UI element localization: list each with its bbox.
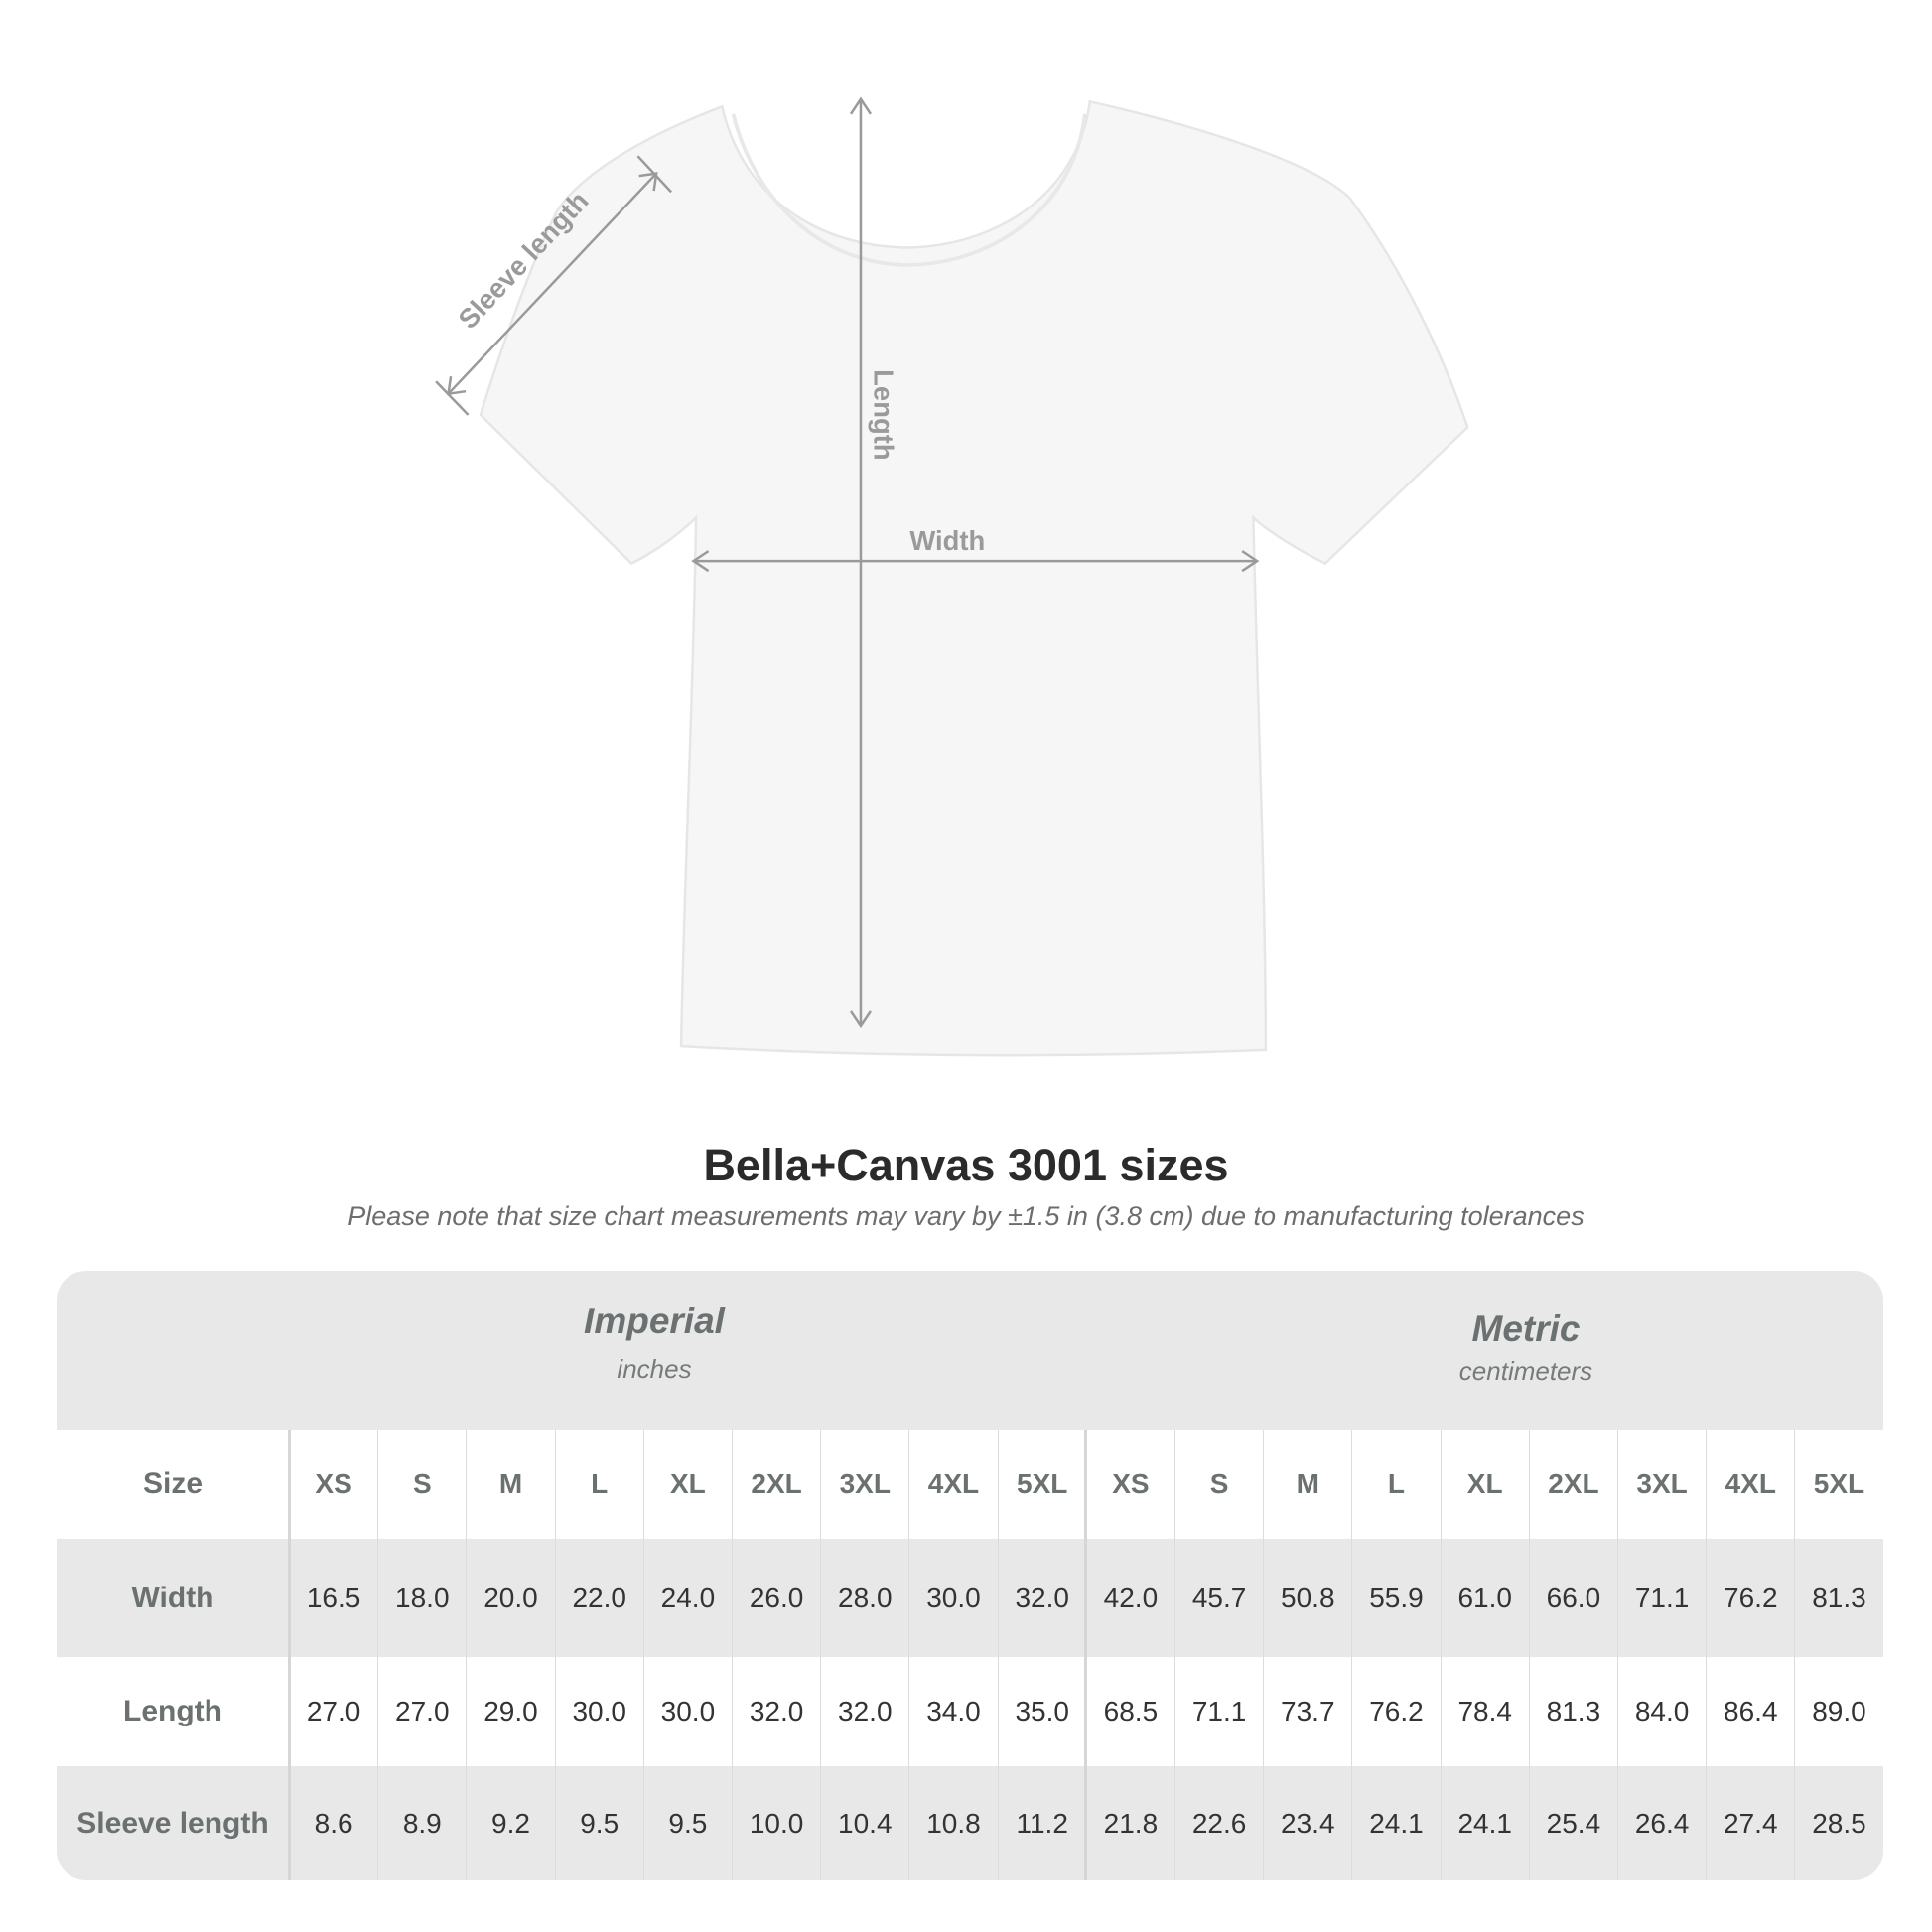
metric-size-header: S xyxy=(1174,1430,1263,1539)
column-divider xyxy=(1083,1430,1087,1880)
metric-value: 55.9 xyxy=(1351,1539,1440,1657)
metric-value: 84.0 xyxy=(1617,1657,1706,1766)
metric-title: Metric xyxy=(1471,1309,1581,1349)
metric-value: 89.0 xyxy=(1794,1657,1882,1766)
imperial-size-header: 5XL xyxy=(997,1430,1086,1539)
imperial-size-header: M xyxy=(466,1430,554,1539)
metric-value: 78.4 xyxy=(1440,1657,1529,1766)
imperial-value: 28.0 xyxy=(820,1539,908,1657)
metric-value: 61.0 xyxy=(1440,1539,1529,1657)
imperial-title: Imperial xyxy=(584,1301,725,1341)
metric-value: 76.2 xyxy=(1351,1657,1440,1766)
metric-value: 71.1 xyxy=(1174,1657,1263,1766)
metric-value: 26.4 xyxy=(1617,1766,1706,1880)
imperial-value: 11.2 xyxy=(997,1766,1086,1880)
imperial-value: 35.0 xyxy=(997,1657,1086,1766)
metric-value: 21.8 xyxy=(1085,1766,1174,1880)
metric-value: 23.4 xyxy=(1263,1766,1351,1880)
collar xyxy=(731,113,1087,267)
page-title: Bella+Canvas 3001 sizes xyxy=(703,1140,1229,1190)
imperial-value: 30.0 xyxy=(642,1657,732,1766)
unit-header-band xyxy=(57,1271,1883,1430)
metric-value: 45.7 xyxy=(1174,1539,1263,1657)
metric-size-header: M xyxy=(1263,1430,1351,1539)
imperial-value: 10.4 xyxy=(820,1766,908,1880)
metric-value: 50.8 xyxy=(1263,1539,1351,1657)
imperial-value: 16.5 xyxy=(289,1539,377,1657)
metric-size-header: 3XL xyxy=(1617,1430,1706,1539)
imperial-value: 9.2 xyxy=(466,1766,554,1880)
metric-unit: centimeters xyxy=(1458,1356,1593,1386)
imperial-value: 9.5 xyxy=(554,1766,643,1880)
imperial-value: 32.0 xyxy=(820,1657,908,1766)
tshirt-image xyxy=(479,99,1469,1057)
imperial-size-header: XL xyxy=(642,1430,732,1539)
imperial-size-header: L xyxy=(554,1430,643,1539)
imperial-value: 8.6 xyxy=(289,1766,377,1880)
imperial-value: 26.0 xyxy=(732,1539,820,1657)
metric-size-header: 2XL xyxy=(1528,1430,1617,1539)
size-table: Imperial inches Metric centimeters Size X… xyxy=(57,1271,1883,1880)
size-row-label: Size xyxy=(142,1467,204,1500)
imperial-size-header: XS xyxy=(289,1430,377,1539)
imperial-value: 29.0 xyxy=(466,1657,554,1766)
row-label: Sleeve length xyxy=(76,1806,269,1840)
metric-size-header: 5XL xyxy=(1794,1430,1882,1539)
imperial-value: 27.0 xyxy=(377,1657,466,1766)
metric-value: 68.5 xyxy=(1085,1657,1174,1766)
metric-value: 27.4 xyxy=(1706,1766,1794,1880)
imperial-value: 32.0 xyxy=(732,1657,820,1766)
metric-value: 81.3 xyxy=(1528,1657,1617,1766)
imperial-value: 22.0 xyxy=(554,1539,643,1657)
metric-value: 76.2 xyxy=(1706,1539,1794,1657)
metric-value: 66.0 xyxy=(1528,1539,1617,1657)
metric-header: Metric centimeters xyxy=(1178,1309,1873,1387)
metric-value: 81.3 xyxy=(1794,1539,1882,1657)
width-label: Width xyxy=(909,525,985,556)
imperial-value: 8.9 xyxy=(377,1766,466,1880)
metric-value: 42.0 xyxy=(1085,1539,1174,1657)
imperial-size-header: S xyxy=(377,1430,466,1539)
imperial-value: 10.0 xyxy=(732,1766,820,1880)
imperial-value: 20.0 xyxy=(466,1539,554,1657)
metric-size-header: L xyxy=(1351,1430,1440,1539)
imperial-size-header: 2XL xyxy=(732,1430,820,1539)
column-divider xyxy=(288,1430,291,1880)
metric-value: 24.1 xyxy=(1351,1766,1440,1880)
size-header-row: Size XS XS S S M M L L XL XL 2XL 2XL 3XL 3XL 4XL 4XL 5XL 5… xyxy=(57,1430,1883,1539)
metric-value: 24.1 xyxy=(1440,1766,1529,1880)
metric-size-header: XS xyxy=(1085,1430,1174,1539)
metric-value: 22.6 xyxy=(1174,1766,1263,1880)
imperial-header: Imperial inches xyxy=(307,1301,1002,1385)
imperial-value: 34.0 xyxy=(908,1657,997,1766)
row-label: Width xyxy=(131,1581,214,1614)
imperial-value: 30.0 xyxy=(908,1539,997,1657)
metric-value: 73.7 xyxy=(1263,1657,1351,1766)
row-label: Length xyxy=(123,1695,222,1727)
imperial-size-header: 4XL xyxy=(908,1430,997,1539)
tolerance-note: Please note that size chart measurements… xyxy=(347,1201,1585,1231)
table-row: Length 27.0 27.0 29.0 30.0 30.0 32.0 32.0 34.0 35… xyxy=(57,1657,1883,1766)
length-label: Length xyxy=(869,369,899,460)
imperial-unit: inches xyxy=(617,1354,692,1384)
metric-size-header: 4XL xyxy=(1706,1430,1794,1539)
sleeve-length-arrow xyxy=(435,155,673,416)
metric-value: 25.4 xyxy=(1528,1766,1617,1880)
imperial-size-header: 3XL xyxy=(820,1430,908,1539)
table-row: Sleeve length 8.6 8.9 9.2 9.5 9.5 10.0 10.4 10.8… xyxy=(57,1766,1883,1880)
imperial-value: 27.0 xyxy=(289,1657,377,1766)
imperial-value: 10.8 xyxy=(908,1766,997,1880)
table-row: Width 16.5 18.0 20.0 22.0 24.0 26.0 28.0 30.0 32.… xyxy=(57,1539,1883,1657)
width-arrow xyxy=(691,550,1260,573)
metric-value: 28.5 xyxy=(1794,1766,1882,1880)
metric-size-header: XL xyxy=(1440,1430,1529,1539)
imperial-value: 18.0 xyxy=(377,1539,466,1657)
metric-value: 71.1 xyxy=(1617,1539,1706,1657)
imperial-value: 32.0 xyxy=(997,1539,1086,1657)
imperial-value: 9.5 xyxy=(642,1766,732,1880)
imperial-value: 24.0 xyxy=(642,1539,732,1657)
imperial-value: 30.0 xyxy=(554,1657,643,1766)
metric-value: 86.4 xyxy=(1706,1657,1794,1766)
